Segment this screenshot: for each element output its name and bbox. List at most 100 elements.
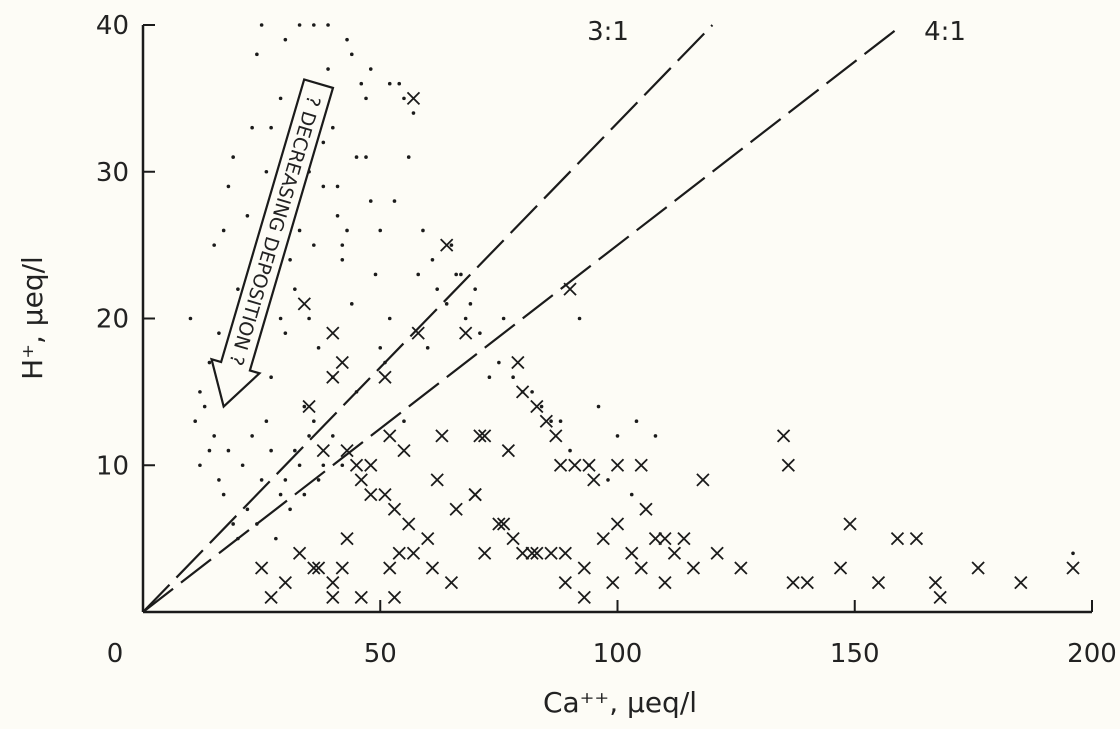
dot-point <box>368 199 373 203</box>
dot-point <box>364 155 368 159</box>
dot-point <box>198 463 202 468</box>
dot-point <box>326 67 330 71</box>
ratio-line <box>142 24 714 613</box>
dot-point <box>463 316 468 321</box>
dot-point <box>297 228 302 233</box>
cross-point <box>558 576 572 590</box>
dot-point <box>212 434 216 438</box>
dot-point <box>236 287 240 291</box>
cross-point <box>492 517 506 531</box>
dot-point <box>250 434 254 438</box>
cross-point <box>1014 576 1028 590</box>
cross-point <box>459 326 473 340</box>
cross-point <box>539 414 553 428</box>
dot-point <box>373 272 378 277</box>
ratio-line-label: 3:1 <box>587 17 629 47</box>
dot-point <box>226 448 231 453</box>
dot-point <box>615 434 620 438</box>
y-tick-label: 40 <box>96 11 129 41</box>
ticks: 0 50 100 150 200 10 20 30 40 <box>96 11 1117 669</box>
dot-point <box>354 155 359 159</box>
cross-point <box>378 370 392 384</box>
dot-point <box>653 434 658 438</box>
x-tick-label: 50 <box>364 639 397 669</box>
dot-point <box>539 404 544 409</box>
cross-point <box>397 443 411 458</box>
dot-point <box>207 360 212 365</box>
cross-point <box>786 576 800 590</box>
cross-point <box>577 590 591 604</box>
cross-point <box>639 502 653 516</box>
dot-point <box>349 52 354 57</box>
cross-point <box>648 531 663 546</box>
x-tick-label: 0 <box>107 639 124 669</box>
dot-point <box>340 463 345 468</box>
dot-point <box>245 507 250 512</box>
dot-point <box>1071 551 1075 556</box>
cross-point <box>387 502 402 516</box>
dot-point <box>335 213 340 218</box>
cross-point <box>478 429 492 443</box>
cross-point <box>667 546 682 560</box>
cross-point <box>411 326 425 340</box>
dot-point <box>312 23 316 27</box>
dot-point <box>231 522 235 526</box>
cross-point <box>558 546 572 560</box>
dot-point <box>269 448 273 453</box>
dot-point <box>198 390 202 394</box>
dot-point <box>312 419 316 424</box>
dot-point <box>245 213 250 218</box>
ratio-line <box>142 27 899 613</box>
cross-point <box>634 561 648 575</box>
dot-point <box>340 258 345 262</box>
dot-point <box>259 23 264 27</box>
cross-point <box>776 429 791 443</box>
cross-point <box>515 546 530 560</box>
dot-point <box>629 492 634 497</box>
cross-point <box>843 517 857 531</box>
dot-point <box>212 243 216 247</box>
cross-point <box>264 590 278 604</box>
dot-point <box>406 155 411 159</box>
cross-point <box>496 517 511 531</box>
dot-point <box>307 316 311 321</box>
cross-point <box>610 517 625 531</box>
cross-point <box>568 458 582 472</box>
cross-point <box>311 561 326 575</box>
dot-point <box>501 316 506 321</box>
x-tick-label: 100 <box>593 639 643 669</box>
cross-point <box>364 487 378 502</box>
dot-point <box>221 492 226 497</box>
cross-point <box>340 443 354 458</box>
cross-point <box>430 473 444 487</box>
dot-point <box>368 67 373 71</box>
dot-point <box>511 375 515 380</box>
cross-point <box>425 561 440 575</box>
cross-point <box>634 458 648 472</box>
dot-point <box>478 331 482 335</box>
cross-point <box>335 561 349 575</box>
dot-point <box>312 243 316 247</box>
cross-point <box>392 546 406 560</box>
dot-point <box>302 492 307 497</box>
cross-point <box>800 576 814 590</box>
dot-point <box>236 536 240 541</box>
cross-point <box>971 561 985 575</box>
cross-point <box>292 546 307 560</box>
dot-point <box>297 23 302 27</box>
dot-point <box>250 125 254 130</box>
cross-point <box>316 443 330 458</box>
dot-point <box>558 419 563 424</box>
cross-point <box>677 531 691 546</box>
dot-point <box>349 302 354 306</box>
dot-point <box>221 228 226 233</box>
reference-lines: 3:1 4:1 <box>142 17 966 613</box>
x-tick-label: 200 <box>1067 639 1117 669</box>
dot-point <box>340 243 345 247</box>
cross-point <box>378 487 392 502</box>
dot-point <box>316 346 321 350</box>
dot-point <box>259 478 264 482</box>
cross-point <box>781 458 795 472</box>
dot-point <box>378 228 383 233</box>
annotation-text: ? DECREASING DEPOSITION ? <box>224 93 324 368</box>
